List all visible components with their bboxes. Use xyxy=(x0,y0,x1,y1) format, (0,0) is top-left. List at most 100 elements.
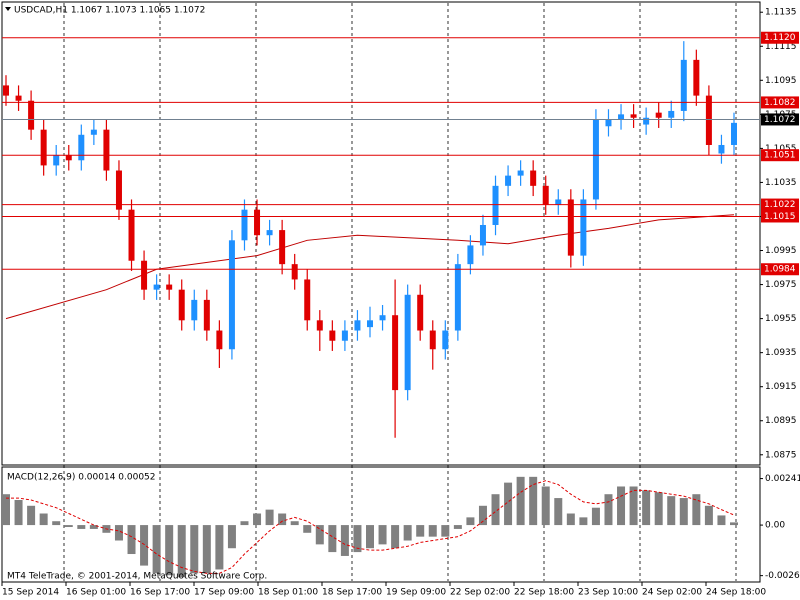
macd-bar xyxy=(416,525,425,537)
candle-body xyxy=(605,119,612,127)
candle-body xyxy=(216,330,223,350)
candle-body xyxy=(592,119,599,200)
level-label-box xyxy=(761,96,799,109)
candle-body xyxy=(228,240,235,350)
candle-body xyxy=(78,134,85,161)
candle-body xyxy=(279,230,286,265)
candle-body xyxy=(178,289,185,321)
candle-body xyxy=(90,129,97,135)
x-tick-label: 18 Sep 17:00 xyxy=(322,588,382,598)
x-tick-label: 18 Sep 01:00 xyxy=(258,588,318,598)
level-label: 1.0984 xyxy=(764,265,796,275)
macd-bar xyxy=(240,521,249,526)
x-tick-label: 19 Sep 09:00 xyxy=(386,588,446,598)
candle-body xyxy=(65,155,72,161)
candle-body xyxy=(454,264,461,331)
macd-bar xyxy=(453,525,462,529)
x-tick-label: 15 Sep 2014 xyxy=(2,588,59,598)
candle-body xyxy=(668,110,675,118)
macd-bar xyxy=(140,525,149,566)
candle-body xyxy=(141,260,148,290)
candle-body xyxy=(354,320,361,331)
y-tick-label: 0.00 xyxy=(765,521,785,531)
macd-bar xyxy=(504,482,513,526)
y-tick-label: 1.1055 xyxy=(765,144,797,154)
macd-bar xyxy=(441,525,450,537)
level-label: 1.1120 xyxy=(764,33,796,43)
candle-body xyxy=(417,294,424,331)
macd-bar xyxy=(579,517,588,526)
macd-bar xyxy=(77,525,86,529)
candle-body xyxy=(655,112,662,118)
macd-bar xyxy=(566,513,575,526)
candle-body xyxy=(567,199,574,256)
candle-body xyxy=(479,224,486,246)
macd-bar xyxy=(303,525,312,533)
candle-body xyxy=(643,117,650,125)
macd-bar xyxy=(667,496,676,526)
candle-body xyxy=(304,279,311,321)
macd-bar xyxy=(366,525,374,549)
y-tick-label: 1.0895 xyxy=(765,416,797,426)
candle-body xyxy=(718,144,725,154)
level-label: 1.1015 xyxy=(764,212,796,222)
candle-body xyxy=(517,170,524,176)
candle-body xyxy=(191,299,198,321)
candle-body xyxy=(115,170,122,210)
candle-body xyxy=(128,209,135,261)
macd-label: MACD(12,26,9) 0.00014 0.00052 xyxy=(7,473,156,483)
candle-body xyxy=(153,284,160,290)
candle-body xyxy=(291,264,298,280)
candle-body xyxy=(103,129,110,171)
candle-body xyxy=(731,122,737,145)
level-label-box xyxy=(761,263,799,276)
candle-body xyxy=(693,59,700,96)
macd-bar xyxy=(478,505,487,526)
x-tick-label: 23 Sep 10:00 xyxy=(578,588,638,598)
candle-body xyxy=(341,330,348,341)
candle-body xyxy=(329,330,336,341)
candle-body xyxy=(254,209,261,236)
candle-body xyxy=(28,100,35,130)
moving-average xyxy=(5,214,735,320)
macd-signal xyxy=(6,480,735,574)
candle-body xyxy=(316,320,323,331)
macd-bar xyxy=(340,525,349,556)
y-tick-label: 1.0955 xyxy=(765,314,797,324)
y-tick-label: 1.1135 xyxy=(765,8,797,18)
macd-bar xyxy=(114,525,123,541)
menu-arrow[interactable] xyxy=(5,7,11,11)
y-tick-label: 1.0995 xyxy=(765,246,797,256)
candle-body xyxy=(630,114,637,118)
candle-body xyxy=(166,284,173,290)
candle-body xyxy=(15,95,22,101)
level-label-box xyxy=(761,149,799,162)
level-label: 1.1051 xyxy=(764,151,796,161)
y-tick-label: 1.0975 xyxy=(765,280,797,290)
candle-body xyxy=(542,185,549,205)
macd-bar xyxy=(717,515,726,526)
macd-bar xyxy=(391,525,400,549)
y-tick-label: 1.1095 xyxy=(765,76,797,86)
candle-body xyxy=(392,315,399,391)
x-tick-label: 24 Sep 02:00 xyxy=(642,588,702,598)
macd-bar xyxy=(315,525,324,545)
x-tick-label: 16 Sep 01:00 xyxy=(66,588,126,598)
candle-body xyxy=(492,185,499,225)
copyright: MT4 TeleTrade, © 2001-2014, MetaQuotes S… xyxy=(7,572,267,582)
current-price-box xyxy=(761,113,799,126)
macd-bar xyxy=(491,494,500,526)
y-tick-label: 1.0875 xyxy=(765,450,797,460)
level-label: 1.1022 xyxy=(764,200,796,210)
symbol-header: USDCAD,H1 1.1067 1.1073 1.1065 1.1072 xyxy=(14,6,205,16)
candle-body xyxy=(241,209,248,241)
macd-bar xyxy=(64,525,73,528)
macd-bar xyxy=(629,486,638,526)
candle-body xyxy=(40,129,47,166)
candle-body xyxy=(379,315,386,321)
macd-bar xyxy=(704,505,713,526)
candle-body xyxy=(555,199,562,205)
macd-bar xyxy=(378,525,387,545)
